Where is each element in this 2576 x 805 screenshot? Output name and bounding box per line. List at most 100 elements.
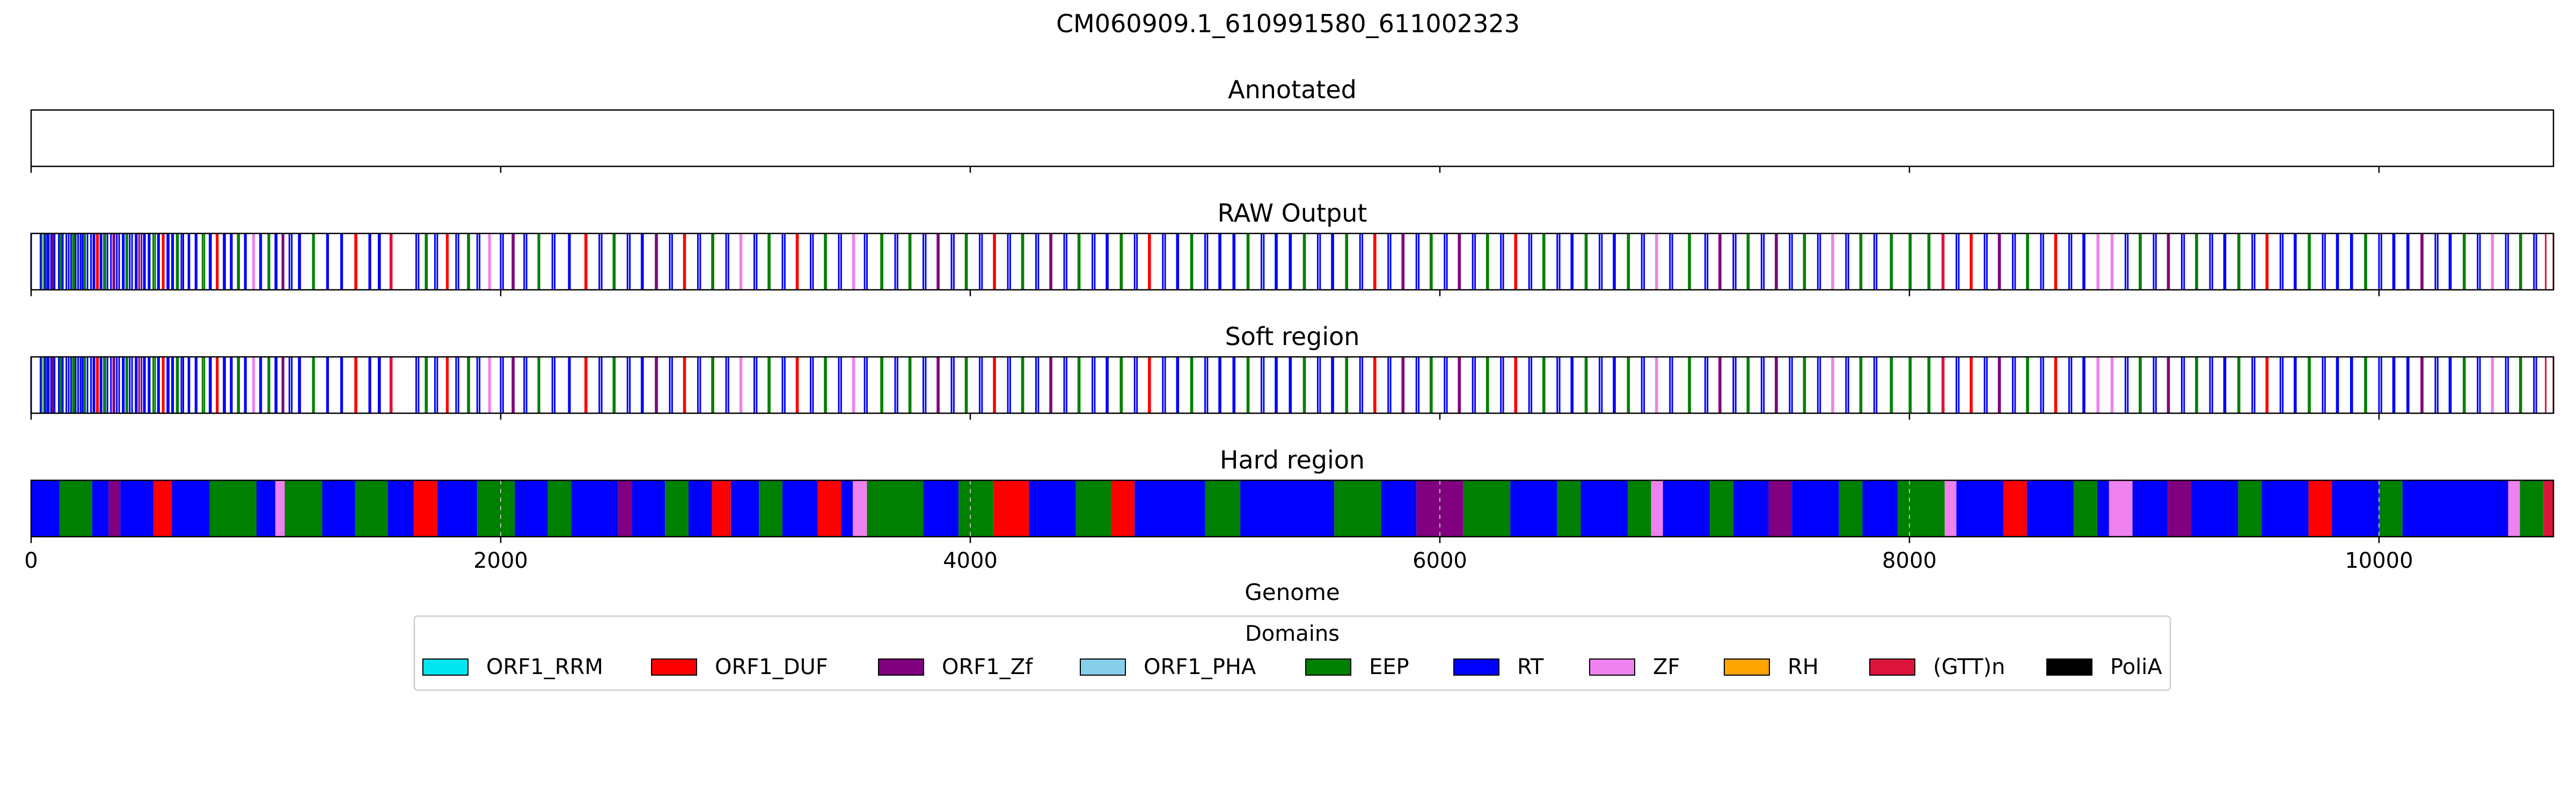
domain-segment — [153, 480, 172, 537]
domain-segment — [632, 480, 665, 537]
legend-label: EEP — [1369, 655, 1409, 679]
legend-item: RT — [1453, 655, 1544, 679]
domain-segment — [2026, 480, 2074, 537]
legend-label: RH — [1788, 655, 1819, 679]
legend-swatch — [1305, 658, 1351, 676]
legend-label: ORF1_DUF — [715, 655, 828, 679]
domain-segment — [1557, 480, 1581, 537]
legend-swatch — [422, 658, 469, 676]
panel-title: RAW Output — [1218, 199, 1367, 228]
domain-segment — [1463, 480, 1511, 537]
domain-segment — [1663, 480, 1710, 537]
domain-segment — [2109, 480, 2133, 537]
domain-segment — [1792, 480, 1839, 537]
domain-segment — [414, 480, 437, 537]
domain-segment — [2003, 480, 2027, 537]
domain-segment — [355, 480, 388, 537]
domain-segment — [1334, 480, 1381, 537]
legend-label: ORF1_PHA — [1144, 655, 1256, 679]
x-tick-label: 0 — [24, 548, 38, 573]
panel-title: Annotated — [1228, 75, 1357, 104]
legend-label: ZF — [1653, 655, 1680, 679]
domain-segment — [108, 480, 121, 537]
domain-segment — [1956, 480, 2003, 537]
panel-frame — [30, 356, 2555, 414]
legend-label: ORF1_Zf — [942, 655, 1033, 679]
domain-segment — [2097, 480, 2109, 537]
domain-segment — [2238, 480, 2262, 537]
domain-segment — [665, 480, 689, 537]
legend: Domains ORF1_RRM ORF1_DUF ORF1_Zf ORF1_PHA EE… — [413, 615, 2171, 691]
legend-label: RT — [1517, 655, 1544, 679]
domain-segment — [759, 480, 782, 537]
panel-frame — [30, 479, 2555, 538]
domain-segment — [2168, 480, 2191, 537]
domain-segment — [2402, 480, 2508, 537]
legend-label: ORF1_RRM — [486, 655, 603, 679]
domain-segment — [515, 480, 548, 537]
legend-swatch — [1453, 658, 1499, 676]
legend-item: (GTT)n — [1869, 655, 2005, 679]
legend-item: PoliA — [2046, 655, 2162, 679]
panels: Annotated RAW Output Soft region Hard regio… — [30, 75, 2555, 543]
legend-swatch — [1869, 658, 1915, 676]
domain-segment — [958, 480, 994, 537]
domain-segment — [1381, 480, 1417, 537]
legend-swatch — [878, 658, 924, 676]
domain-segment — [120, 480, 153, 537]
domain-segment — [1205, 480, 1241, 537]
domain-segment — [1135, 480, 1205, 537]
domain-segment — [1627, 480, 1651, 537]
domain-segment — [477, 480, 515, 537]
domain-segment — [841, 480, 853, 537]
domain-segment — [256, 480, 275, 537]
domain-segment — [31, 480, 60, 537]
domain-segment — [2074, 480, 2097, 537]
domain-segment — [92, 480, 109, 537]
legend-item: ORF1_Zf — [878, 655, 1033, 679]
legend-label: PoliA — [2110, 655, 2162, 679]
panel-0: Annotated — [30, 75, 2555, 173]
domain-segment — [712, 480, 731, 537]
x-tick-label: 6000 — [1413, 548, 1467, 573]
panel-title: Hard region — [1220, 445, 1365, 474]
domain-segment — [172, 480, 210, 537]
panel-frame — [30, 232, 2555, 291]
legend-item: ZF — [1589, 655, 1680, 679]
legend-swatch — [651, 658, 697, 676]
domain-segment — [1240, 480, 1335, 537]
panel-1: RAW Output — [30, 199, 2555, 296]
legend-label: (GTT)n — [1933, 655, 2005, 679]
domain-segment — [1075, 480, 1111, 537]
domain-segment — [993, 480, 1029, 537]
domain-segment — [322, 480, 355, 537]
x-axis-label: Genome — [1245, 579, 1340, 605]
domain-segment — [2191, 480, 2238, 537]
legend-item: ORF1_PHA — [1080, 655, 1256, 679]
domain-segment — [1768, 480, 1792, 537]
domain-segment — [923, 480, 959, 537]
x-axis: 0 2000 4000 6000 8000 10000 — [24, 548, 2413, 573]
panel-title: Soft region — [1225, 322, 1360, 351]
x-tick-label: 4000 — [943, 548, 998, 573]
domain-segment — [817, 480, 841, 537]
panel-2: Soft region — [30, 322, 2555, 420]
domain-segment — [1733, 480, 1769, 537]
domain-segment — [2379, 480, 2403, 537]
figure-title: CM060909.1_610991580_611002323 — [1056, 9, 1520, 38]
panel-frame — [30, 109, 2555, 167]
legend-swatch — [1080, 658, 1126, 676]
legend-item: RH — [1724, 655, 1819, 679]
domain-segment — [571, 480, 618, 537]
domain-segment — [867, 480, 924, 537]
legend-item: ORF1_RRM — [422, 655, 603, 679]
domain-segment — [688, 480, 712, 537]
domain-segment — [547, 480, 572, 537]
legend-swatch — [2046, 658, 2092, 676]
domain-segment — [1710, 480, 1733, 537]
domain-segment — [1651, 480, 1663, 537]
domain-segment — [2508, 480, 2520, 537]
domain-segment — [1898, 480, 1945, 537]
domain-segment — [853, 480, 867, 537]
